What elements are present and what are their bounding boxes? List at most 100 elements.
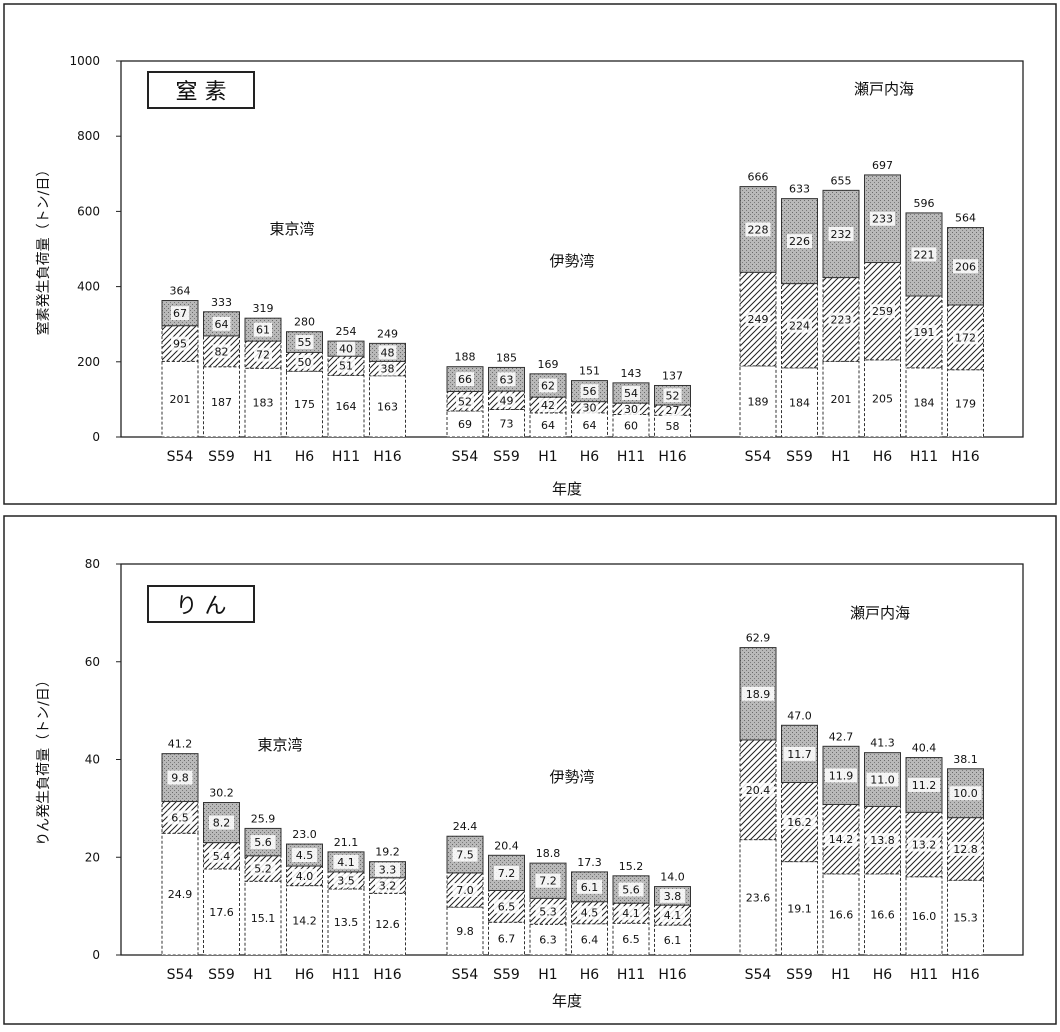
x-tick-label: H1 <box>831 967 850 983</box>
data-label-bg <box>167 810 193 825</box>
data-label: 13.5 <box>334 916 359 929</box>
data-label: 14.2 <box>829 833 854 846</box>
data-label-bg <box>949 786 982 801</box>
data-label: 17.6 <box>209 906 234 919</box>
total-label: 18.8 <box>536 847 561 860</box>
data-label: 221 <box>914 248 935 261</box>
data-label-bg <box>622 401 640 416</box>
data-label: 11.7 <box>787 748 812 761</box>
data-label: 64 <box>215 318 229 331</box>
data-label: 226 <box>789 235 810 248</box>
data-label-bg <box>378 345 397 360</box>
data-label: 7.2 <box>539 875 557 888</box>
data-label: 72 <box>256 349 270 362</box>
data-label-bg <box>870 304 895 319</box>
bar-segment <box>864 359 901 438</box>
data-label: 7.0 <box>456 884 474 897</box>
data-label: 15.1 <box>251 912 276 925</box>
total-label: 280 <box>294 316 315 329</box>
data-label: 73 <box>500 417 514 430</box>
panel-label-box <box>147 585 255 623</box>
data-label: 4.1 <box>664 909 682 922</box>
data-label: 232 <box>831 228 852 241</box>
bar-segment <box>905 876 943 956</box>
group-label: 瀬戸内海 <box>850 604 910 622</box>
bar-segment <box>244 367 282 438</box>
data-label: 16.0 <box>912 910 937 923</box>
total-label: 41.2 <box>168 738 193 751</box>
data-label-bg <box>292 868 317 883</box>
data-label-bg <box>535 904 561 919</box>
x-tick-label: S59 <box>208 449 235 465</box>
x-tick-label: H11 <box>332 449 360 465</box>
total-label: 137 <box>662 369 683 382</box>
bar-segment <box>203 366 240 438</box>
data-label: 11.0 <box>870 774 895 787</box>
data-label: 19.1 <box>787 902 812 915</box>
data-label: 55 <box>298 336 312 349</box>
data-label: 6.5 <box>622 933 640 946</box>
data-label: 175 <box>294 398 315 411</box>
y-axis-label: りん発生負荷量（トン/日） <box>36 673 52 846</box>
data-label: 179 <box>955 397 976 410</box>
y-tick-label: 80 <box>85 557 100 571</box>
data-label: 48 <box>381 346 395 359</box>
data-label-bg <box>535 873 561 888</box>
x-tick-label: H16 <box>373 449 401 465</box>
x-tick-label: H1 <box>538 967 557 983</box>
data-label: 14.2 <box>292 914 317 927</box>
chart-panel-2: り ん 0 20 40 60 80 りん発生負荷量（トン/日） 年度 東京湾 24.9 6.5 9.8… <box>3 515 1057 1025</box>
data-label: 8.2 <box>213 817 231 830</box>
x-tick-label: H6 <box>580 967 600 983</box>
total-label: 42.7 <box>829 730 854 743</box>
data-label: 259 <box>872 305 893 318</box>
total-label: 23.0 <box>292 828 317 841</box>
data-label-bg <box>828 226 854 241</box>
data-label-bg <box>911 247 937 262</box>
data-label-bg <box>663 388 682 403</box>
data-label-bg <box>742 686 774 701</box>
data-label-bg <box>783 746 816 761</box>
x-tick-label: H1 <box>538 449 557 465</box>
bar-segment <box>571 923 608 956</box>
data-label: 20.4 <box>746 784 771 797</box>
x-axis-label: 年度 <box>552 480 582 498</box>
data-label: 10.0 <box>953 787 978 800</box>
data-label: 50 <box>298 356 312 369</box>
data-label-bg <box>660 908 685 923</box>
data-label: 95 <box>173 338 187 351</box>
panel-label-box <box>147 71 255 109</box>
y-tick-label: 200 <box>77 355 100 369</box>
x-tick-label: H11 <box>617 449 645 465</box>
data-label-bg <box>622 386 640 401</box>
data-label: 5.3 <box>539 905 557 918</box>
y-tick-label: 0 <box>92 430 100 444</box>
data-label-bg <box>456 372 474 387</box>
total-label: 319 <box>253 302 274 315</box>
data-label: 51 <box>339 360 353 373</box>
data-label: 191 <box>914 326 935 339</box>
data-label: 64 <box>541 419 555 432</box>
data-label-bg <box>250 835 276 850</box>
data-label: 63 <box>500 373 514 386</box>
data-label-bg <box>953 259 978 274</box>
x-tick-label: S54 <box>745 449 772 465</box>
data-label-bg <box>783 815 816 830</box>
data-label-bg <box>618 882 644 897</box>
data-label: 6.3 <box>539 934 557 947</box>
data-label-bg <box>953 330 978 345</box>
data-label-bg <box>456 394 474 409</box>
data-label-bg <box>577 905 602 920</box>
data-label: 11.2 <box>912 779 937 792</box>
x-tick-label: H6 <box>580 449 600 465</box>
data-label: 66 <box>458 373 472 386</box>
data-label: 5.6 <box>254 836 272 849</box>
y-axis-label: 窒素発生負荷量（トン/日） <box>35 163 52 336</box>
y-tick-label: 60 <box>85 655 100 669</box>
data-label: 12.6 <box>375 918 400 931</box>
data-label: 5.2 <box>254 862 272 875</box>
data-label: 16.6 <box>870 908 895 921</box>
data-label: 4.0 <box>296 870 314 883</box>
data-label-bg <box>212 344 231 359</box>
